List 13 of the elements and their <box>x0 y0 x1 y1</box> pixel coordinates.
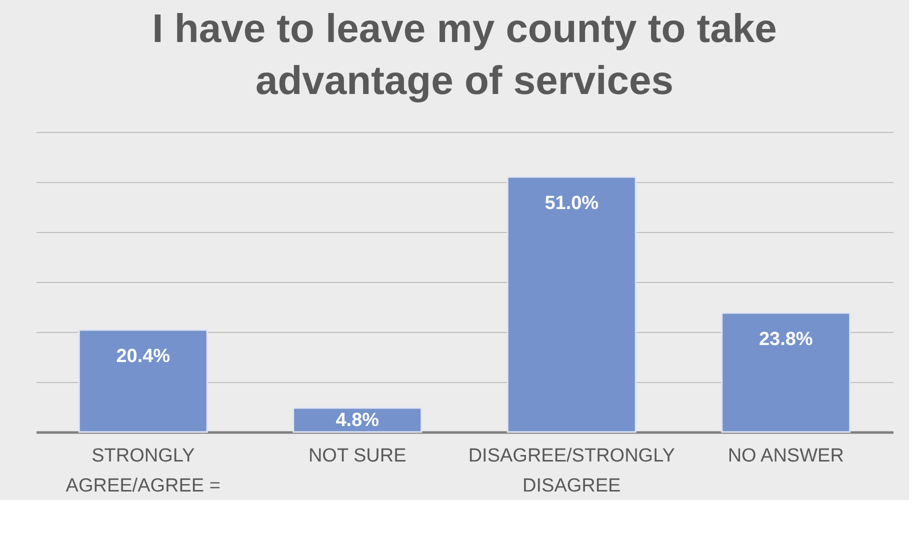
x-tick-label: NO ANSWER <box>728 446 844 466</box>
data-label: 4.8% <box>336 410 380 431</box>
x-tick-label: STRONGLY AGREE/AGREE = <box>66 446 220 496</box>
x-tick-label: DISAGREE/STRONGLY DISAGREE <box>468 446 676 496</box>
bar <box>721 312 851 433</box>
chart-title: I have to leave my county to take advantage of services <box>152 7 777 103</box>
bar <box>78 329 208 433</box>
bar <box>292 407 422 433</box>
data-label: 23.8% <box>758 329 813 350</box>
data-label: 20.4% <box>116 346 170 367</box>
bar <box>506 176 636 433</box>
data-label: 51.0% <box>544 193 599 214</box>
x-tick-label: NOT SURE <box>308 446 406 466</box>
